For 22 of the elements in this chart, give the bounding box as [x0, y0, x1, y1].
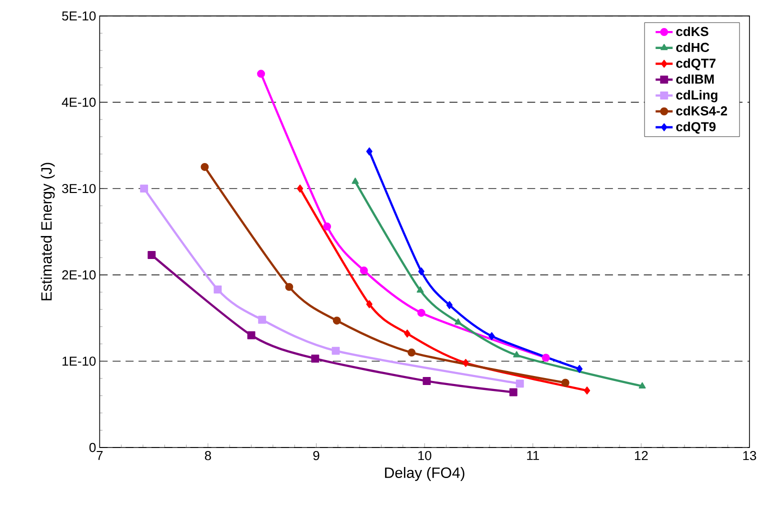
x-tick-label: 13: [743, 450, 756, 460]
x-tick-label: 9: [313, 450, 320, 460]
legend-label: cdKS: [676, 26, 708, 36]
y-tick-label: 2E-10: [62, 270, 96, 280]
y-tick-label: 5E-10: [62, 11, 96, 20]
x-tick-label: 7: [96, 450, 103, 460]
y-tick-label: 1E-10: [62, 356, 96, 366]
legend-label: cdKS4-2: [676, 106, 728, 116]
x-tick-label: 11: [527, 450, 539, 460]
legend-label: cdLing: [676, 90, 718, 102]
y-tick-label: 4E-10: [62, 98, 96, 107]
legend-label: cdQT7: [676, 58, 716, 70]
y-tick-label: 3E-10: [62, 184, 96, 194]
legend-label: cdHC: [676, 42, 710, 52]
legend-label: cdQT9: [676, 122, 716, 134]
x-tick-label: 8: [204, 450, 212, 460]
x-axis-title: Delay (FO4): [385, 466, 464, 481]
x-tick-label: 12: [634, 450, 648, 460]
y-axis-title: Estimated Energy (J): [40, 162, 55, 300]
legend-label: cdIBM: [676, 74, 714, 84]
y-tick-label: 0: [89, 442, 96, 452]
x-tick-label: 10: [418, 450, 432, 460]
